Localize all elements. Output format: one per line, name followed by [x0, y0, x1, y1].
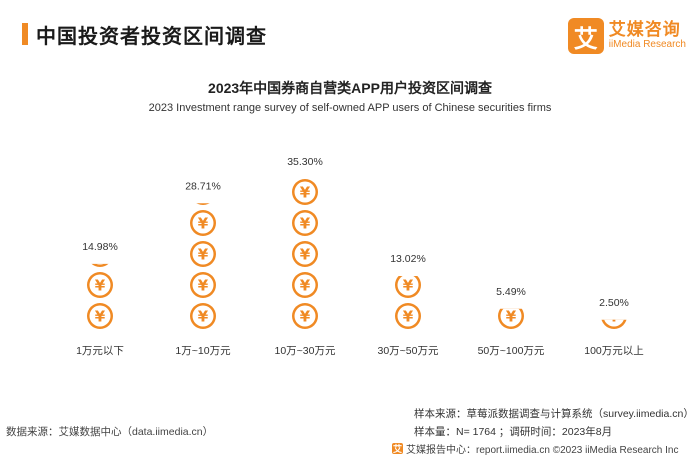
yuan-coin-icon: ¥: [292, 303, 318, 329]
yuan-coin-icon: ¥: [395, 303, 421, 329]
category-label: 1万元以下: [76, 345, 124, 357]
svg-text:¥: ¥: [198, 308, 209, 326]
yuan-coin-icon: ¥: [292, 272, 318, 298]
yuan-coin-icon: ¥: [601, 308, 627, 329]
yuan-coin-icon: ¥: [395, 276, 421, 298]
yuan-coin-icon: ¥: [292, 179, 318, 205]
yuan-coin-icon: ¥: [190, 303, 216, 329]
svg-text:¥: ¥: [300, 308, 311, 326]
yuan-coin-icon: ¥: [196, 203, 210, 205]
sample-size: 样本量：N= 1764 ；调研时间：2023年8月: [414, 426, 613, 438]
title-accent-bar: [22, 23, 28, 45]
svg-text:¥: ¥: [300, 277, 311, 295]
svg-text:¥: ¥: [506, 308, 517, 326]
svg-text:¥: ¥: [403, 277, 414, 295]
logo-name-cn: 艾媒咨询: [608, 20, 681, 39]
data-source: 数据来源：艾媒数据中心（data.iimedia.cn）: [6, 426, 214, 438]
report-text: 艾媒报告中心：report.iimedia.cn ©2023 iiMedia R…: [406, 445, 679, 456]
yuan-coin-icon: ¥: [87, 272, 113, 298]
chart-title: 2023年中国券商自营类APP用户投资区间调查: [208, 80, 492, 96]
yuan-coin-icon: ¥: [87, 303, 113, 329]
yuan-coin-icon: ¥: [498, 308, 524, 329]
yuan-coin-icon: ¥: [292, 210, 318, 236]
logo-name-en: iiMedia Research: [608, 39, 686, 50]
report-footer: 艾 艾媒报告中心：report.iimedia.cn ©2023 iiMedia…: [392, 441, 678, 456]
page-title: 中国投资者投资区间调查: [36, 26, 267, 48]
svg-text:¥: ¥: [300, 184, 311, 202]
svg-text:¥: ¥: [609, 308, 620, 326]
svg-text:¥: ¥: [198, 277, 209, 295]
report-logo-icon: 艾: [392, 443, 403, 454]
sample-source: 样本来源：草莓派数据调查与计算系统（survey.iimedia.cn）: [414, 408, 694, 420]
chart-subtitle: 2023 Investment range survey of self-own…: [148, 102, 552, 114]
category-label: 100万元以上: [584, 345, 644, 357]
category-label: 30万~50万元: [378, 345, 439, 357]
category-label: 1万~10万元: [175, 345, 231, 357]
svg-text:¥: ¥: [300, 246, 311, 264]
svg-text:¥: ¥: [300, 215, 311, 233]
yuan-coin-icon: ¥: [190, 210, 216, 236]
pictograph-chart: ¥ ¥ ¥14.98% 1万元以下 ¥ ¥ ¥ ¥ ¥28.71% 1万~10万元 ¥ ¥ ¥ ¥ ¥35.…: [76, 156, 644, 357]
svg-text:¥: ¥: [198, 246, 209, 264]
iimedia-logo: 艾 艾媒咨询 iiMedia Research: [567, 18, 686, 54]
svg-text:¥: ¥: [198, 215, 209, 233]
data-label: 5.49%: [496, 286, 526, 298]
yuan-coin-icon: ¥: [292, 241, 318, 267]
data-label: 2.50%: [599, 297, 629, 309]
yuan-coin-icon: ¥: [190, 241, 216, 267]
svg-text:¥: ¥: [403, 308, 414, 326]
svg-text:¥: ¥: [95, 308, 106, 326]
data-label: 35.30%: [287, 156, 323, 168]
logo-text: 艾媒咨询 iiMedia Research: [609, 21, 686, 51]
logo-mark-icon: 艾: [567, 18, 604, 54]
yuan-coin-icon: ¥: [190, 272, 216, 298]
category-label: 10万~30万元: [275, 345, 336, 357]
category-label: 50万~100万元: [478, 345, 545, 357]
yuan-coin-icon: ¥: [91, 263, 109, 267]
svg-text:¥: ¥: [95, 277, 106, 295]
data-label: 14.98%: [82, 241, 118, 253]
data-label: 28.71%: [185, 180, 221, 192]
data-label: 13.02%: [390, 253, 426, 265]
